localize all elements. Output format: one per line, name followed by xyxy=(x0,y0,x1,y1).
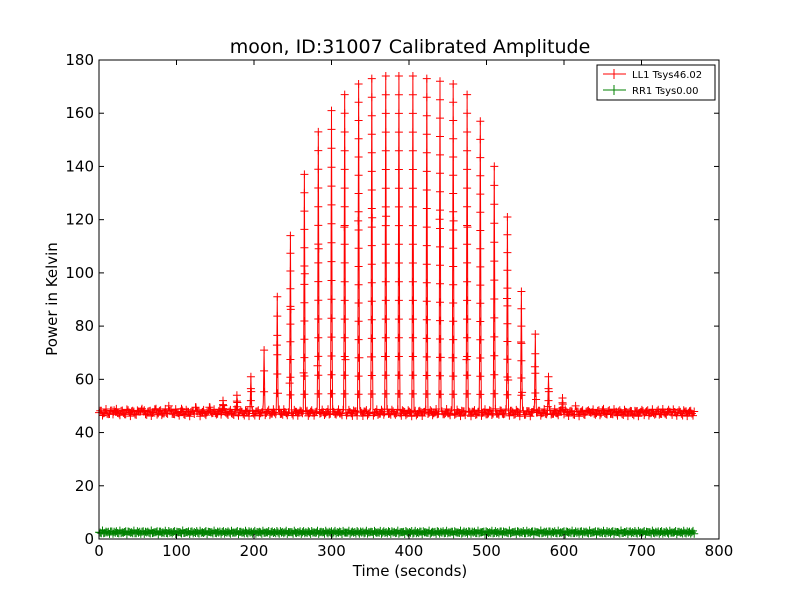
y-tick-label: 0 xyxy=(84,530,94,548)
x-tick-label: 800 xyxy=(705,542,734,560)
x-tick-label: 100 xyxy=(162,542,191,560)
x-tick-label: 500 xyxy=(472,542,501,560)
x-tick-label: 600 xyxy=(550,542,579,560)
x-tick-label: 700 xyxy=(627,542,656,560)
y-tick-label: 40 xyxy=(75,424,94,442)
chart-title: moon, ID:31007 Calibrated Amplitude xyxy=(230,36,591,58)
plot-area xyxy=(99,60,719,539)
legend: LL1 Tsys46.02 RR1 Tsys0.00 xyxy=(596,64,716,101)
x-tick-label: 400 xyxy=(395,542,424,560)
x-tick-label: 0 xyxy=(94,542,104,560)
legend-label-ll1: LL1 Tsys46.02 xyxy=(632,70,702,81)
legend-box xyxy=(596,64,716,101)
y-tick-label: 180 xyxy=(65,51,94,69)
legend-label-rr1: RR1 Tsys0.00 xyxy=(632,86,699,97)
x-axis-title: Time (seconds) xyxy=(352,562,468,580)
y-tick-label: 20 xyxy=(75,477,94,495)
y-tick-label: 60 xyxy=(75,370,94,388)
x-tick-label: 300 xyxy=(317,542,346,560)
y-tick-label: 100 xyxy=(65,264,94,282)
y-tick-label: 120 xyxy=(65,211,94,229)
x-tick-label: 200 xyxy=(240,542,269,560)
series-0 xyxy=(95,72,699,421)
y-axis-title: Power in Kelvin xyxy=(43,242,61,356)
legend-marker-ll1 xyxy=(609,69,619,79)
ticks-layer: 0 100 200 300 400 500 600 700 800 0 20 40 60 80 100 120… xyxy=(65,51,733,560)
y-tick-label: 80 xyxy=(75,317,94,335)
legend-marker-rr1 xyxy=(609,85,619,95)
y-tick-label: 140 xyxy=(65,157,94,175)
y-tick-label: 160 xyxy=(65,104,94,122)
